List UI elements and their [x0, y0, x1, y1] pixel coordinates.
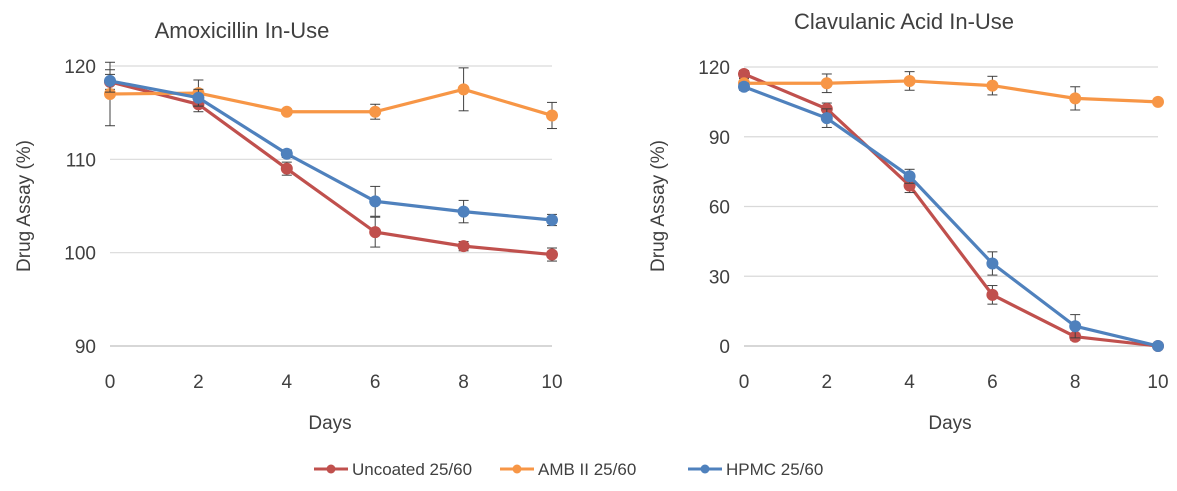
data-point	[820, 112, 833, 125]
chart-title: Clavulanic Acid In-Use	[794, 9, 1014, 34]
series-line	[744, 79, 1159, 104]
data-point	[986, 288, 999, 301]
amoxicillin-chart: Amoxicillin In-Use Drug Assay (%) Days 9…	[14, 18, 563, 434]
legend-item-hpmc: HPMC 25/60	[688, 460, 823, 479]
series-amb-ii-25-60	[738, 71, 1164, 111]
data-point	[986, 79, 999, 92]
data-point	[1152, 340, 1164, 352]
y-tick-label: 100	[64, 244, 96, 265]
x-tick-label: 6	[370, 372, 381, 393]
data-point	[104, 88, 116, 100]
chart-title: Amoxicillin In-Use	[155, 18, 330, 43]
data-point	[369, 105, 382, 118]
legend-swatch-marker	[700, 464, 710, 474]
data-point	[457, 205, 470, 218]
y-tick-label: 30	[709, 267, 730, 288]
data-point	[546, 214, 558, 226]
y-axis-label: Drug Assay (%)	[14, 140, 35, 272]
x-tick-label: 0	[105, 372, 116, 393]
legend: Uncoated 25/60 AMB II 25/60 HPMC 25/60	[314, 460, 823, 479]
legend-label: HPMC 25/60	[726, 460, 823, 479]
data-point	[192, 91, 205, 104]
data-point	[1152, 95, 1164, 108]
x-tick-label: 4	[904, 372, 915, 393]
y-tick-label: 0	[719, 337, 730, 358]
series-line	[109, 80, 553, 257]
x-tick-label: 6	[987, 372, 998, 393]
data-point	[1069, 320, 1082, 333]
data-point	[903, 170, 916, 183]
series-amb-ii-25-60	[104, 61, 558, 130]
x-axis-label: Days	[308, 413, 351, 434]
data-point	[369, 195, 382, 208]
gridlines: 0 30 60 90 120 0 2 4 6 8 10	[698, 58, 1168, 393]
x-tick-label: 10	[541, 372, 562, 393]
data-point	[903, 74, 916, 87]
legend-swatch-marker	[326, 464, 336, 474]
x-tick-label: 8	[1070, 372, 1081, 393]
series-uncoated-25-60	[738, 67, 1164, 352]
data-point	[1069, 92, 1082, 105]
legend-item-amb-ii: AMB II 25/60	[500, 460, 636, 479]
series-line	[109, 87, 553, 118]
data-point	[738, 80, 750, 93]
x-tick-label: 4	[282, 372, 293, 393]
legend-label: AMB II 25/60	[538, 460, 636, 479]
x-tick-label: 10	[1147, 372, 1168, 393]
x-tick-label: 0	[739, 372, 750, 393]
y-tick-label: 60	[709, 198, 730, 219]
data-point	[369, 226, 382, 239]
data-point	[986, 257, 999, 270]
legend-swatch-marker	[512, 464, 522, 474]
data-point	[280, 105, 293, 118]
legend-item-uncoated: Uncoated 25/60	[314, 460, 472, 479]
data-point	[104, 74, 116, 87]
y-tick-label: 120	[698, 58, 730, 79]
data-point	[457, 83, 470, 96]
series-hpmc-25-60	[104, 69, 558, 227]
data-point	[820, 77, 833, 90]
clavulanic-acid-chart: Clavulanic Acid In-Use Drug Assay (%) Da…	[648, 9, 1169, 434]
data-point	[903, 179, 916, 192]
series-line	[743, 85, 1159, 348]
series-line	[109, 79, 553, 222]
x-tick-label: 2	[822, 372, 833, 393]
data-point	[280, 162, 293, 175]
x-axis-label: Days	[928, 413, 971, 434]
series-hpmc-25-60	[738, 80, 1164, 352]
gridlines: 90 100 110 120 0 2 4 6 8 10	[64, 57, 562, 393]
data-point	[280, 147, 293, 160]
data-point	[457, 240, 470, 253]
series-uncoated-25-60	[104, 73, 558, 262]
x-tick-label: 8	[458, 372, 469, 393]
data-point	[546, 109, 558, 122]
y-axis-label: Drug Assay (%)	[648, 140, 669, 272]
legend-label: Uncoated 25/60	[352, 460, 472, 479]
y-tick-label: 90	[709, 128, 730, 149]
data-point	[738, 67, 750, 80]
y-tick-label: 120	[64, 57, 96, 78]
x-tick-label: 2	[193, 372, 204, 393]
y-tick-label: 110	[66, 150, 96, 171]
series-line	[743, 72, 1159, 348]
y-tick-label: 90	[75, 337, 96, 358]
data-point	[546, 248, 558, 261]
